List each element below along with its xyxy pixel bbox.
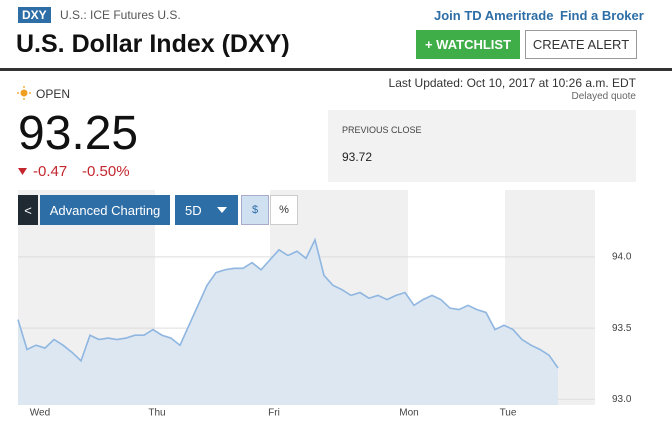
back-button[interactable]: < <box>18 195 38 225</box>
watchlist-button[interactable]: + WATCHLIST <box>416 30 520 59</box>
dollar-toggle[interactable]: $ <box>241 195 269 225</box>
change-percent: -0.50% <box>82 163 130 180</box>
link[interactable]: Join TD Ameritrade <box>434 8 554 23</box>
change: -0.47 <box>33 163 68 180</box>
x-tick-label: Thu <box>148 408 165 419</box>
range-label: 5D <box>185 202 202 218</box>
x-tick-label: Tue <box>500 408 517 419</box>
last-updated: Last Updated: Oct 10, 2017 at 10:26 a.m.… <box>388 76 636 90</box>
delayed-quote: Delayed quote <box>571 91 637 102</box>
chart: 93.0 93.5 94.0 Wed Thu Fri Mon Tue <box>17 190 632 419</box>
divider <box>0 68 672 71</box>
market-status: OPEN <box>36 87 71 101</box>
range-dropdown[interactable]: 5D <box>175 195 238 225</box>
sun-icon <box>17 86 31 100</box>
y-tick-label: 93.5 <box>612 323 632 334</box>
percent-toggle[interactable]: % <box>270 195 298 225</box>
symbol-badge: DXY <box>18 7 51 23</box>
x-tick-label: Mon <box>399 408 418 419</box>
previous-close-box <box>328 110 636 182</box>
dropdown-arrow <box>216 207 227 213</box>
x-tick-label: Fri <box>268 408 280 419</box>
down-arrow <box>18 168 27 175</box>
line <box>17 237 559 369</box>
previous-close-label: PREVIOUS CLOSE <box>342 125 422 135</box>
alert-button[interactable]: CREATE ALERT <box>525 30 637 59</box>
previous-close: 93.72 <box>342 150 373 164</box>
link[interactable]: Find a Broker <box>560 8 644 23</box>
exchange: U.S.: ICE Futures U.S. <box>60 8 181 22</box>
y-tick-label: 93.0 <box>612 394 632 405</box>
price: 93.25 <box>18 107 139 160</box>
x-tick-label: Wed <box>30 408 50 419</box>
page-title: U.S. Dollar Index (DXY) <box>16 30 290 58</box>
area <box>18 239 558 405</box>
advanced-charting-button[interactable]: Advanced Charting <box>40 195 170 225</box>
y-tick-label: 94.0 <box>612 252 632 263</box>
